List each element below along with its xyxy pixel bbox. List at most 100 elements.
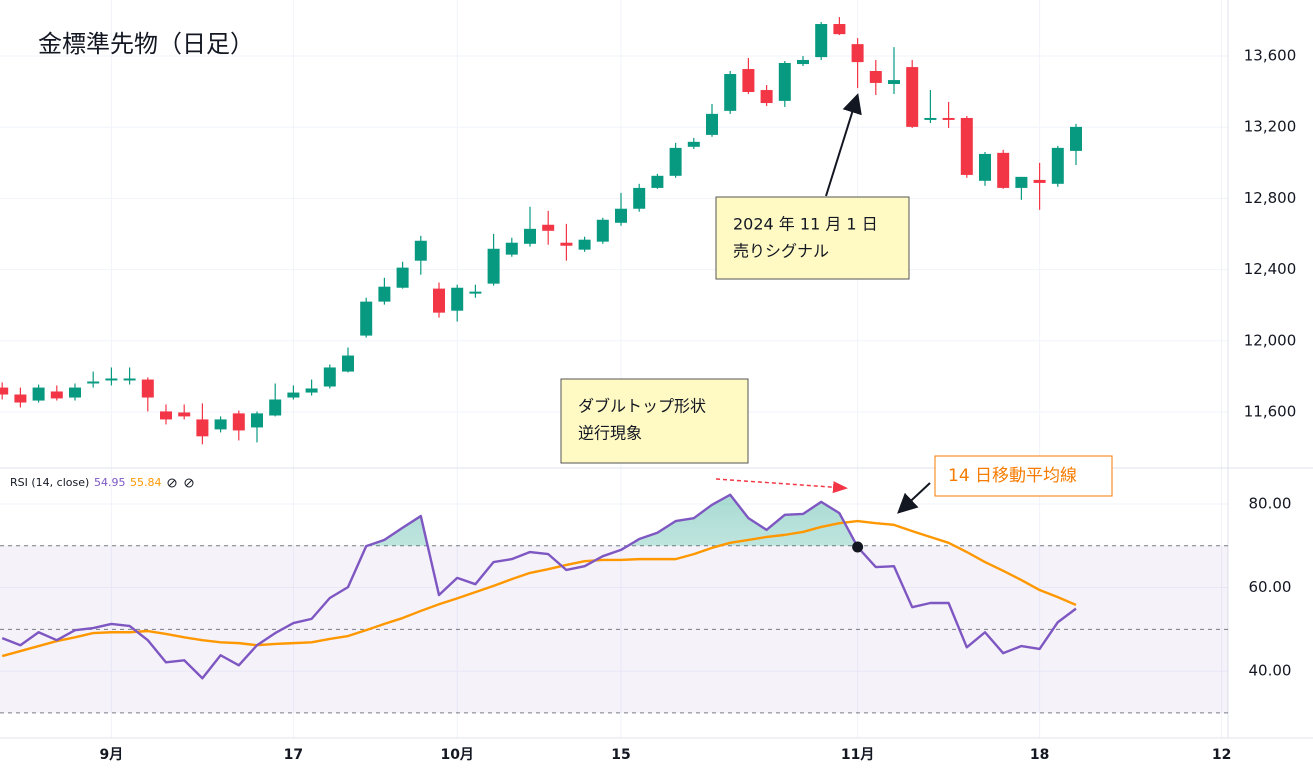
- candle-body: [997, 152, 1010, 188]
- candle-body: [505, 242, 518, 255]
- arrow: [897, 482, 931, 514]
- candle-body: [123, 378, 136, 381]
- candle-body: [1070, 126, 1082, 151]
- note-text: 14 日移動平均線: [948, 466, 1077, 486]
- candle-body: [542, 224, 555, 231]
- plot-layer: 9月 17 10月 15 11月 18 12 11,600 12,000 12,400 12,800…: [0, 0, 1313, 763]
- candle-body: [451, 287, 464, 311]
- x-tick-label: 10月: [440, 747, 473, 763]
- candle-body: [0, 387, 9, 395]
- candle-body: [342, 355, 354, 372]
- legend-title: RSI (14, close): [10, 476, 89, 489]
- chart-title: 金標準先物（日足）: [38, 30, 254, 58]
- candle-body: [196, 419, 209, 437]
- candle-body: [487, 248, 500, 284]
- note-box: [715, 196, 910, 280]
- candle-body: [906, 67, 919, 127]
- overbought-fill: [2, 494, 1076, 546]
- candle-body: [396, 267, 409, 288]
- candle-body: [596, 219, 609, 242]
- candle-body: [323, 367, 336, 387]
- candle-body: [414, 240, 427, 261]
- candle-body: [469, 291, 482, 294]
- candle-body: [378, 286, 391, 302]
- candle-body: [32, 387, 45, 401]
- candle-body: [578, 239, 591, 250]
- candle-body: [760, 90, 773, 104]
- note-text: 逆行現象: [578, 424, 642, 443]
- legend: RSI (14, close) 54.95 55.84: [10, 476, 194, 489]
- candle-body: [1051, 147, 1064, 184]
- candle-body: [851, 44, 864, 63]
- candle-body: [687, 141, 700, 147]
- y-tick-label: 60.00: [1249, 578, 1292, 596]
- candle-body: [979, 153, 991, 181]
- annotation-sell-signal: 2024 年 11 月 1 日 売りシグナル: [715, 93, 910, 280]
- arrow: [715, 478, 848, 494]
- candle-body: [50, 391, 63, 399]
- candle-body: [287, 392, 300, 398]
- candle-body: [87, 381, 100, 384]
- candle-body: [141, 379, 154, 398]
- candle-body: [888, 80, 900, 84]
- candle-body: [214, 419, 227, 430]
- candle-body: [815, 24, 828, 58]
- candle-body: [178, 412, 191, 417]
- y-tick-label: 12,400: [1244, 260, 1297, 278]
- arrow: [825, 93, 862, 197]
- candle-body: [560, 242, 573, 246]
- y-tick-label: 40.00: [1249, 662, 1292, 680]
- candle-body: [778, 62, 791, 101]
- x-tick-label: 12: [1212, 747, 1231, 763]
- candle-body: [960, 117, 973, 175]
- candle-body: [742, 69, 755, 92]
- note-text: ダブルトップ形状: [578, 397, 706, 416]
- candle-body: [160, 411, 172, 420]
- candle-body: [651, 175, 664, 188]
- legend-value: 55.84: [130, 476, 162, 489]
- note-box: [934, 455, 1113, 497]
- series-line: [1, 519, 1077, 658]
- band-fill: [0, 545, 1228, 713]
- y-tick-label: 80.00: [1249, 494, 1292, 512]
- candle-body: [1033, 179, 1046, 183]
- legend-icons: [167, 478, 194, 488]
- candle-body: [1015, 176, 1028, 188]
- candle-body: [924, 117, 937, 120]
- candle-body: [615, 208, 627, 223]
- x-tick-label: 15: [611, 747, 630, 763]
- candle-body: [833, 24, 846, 35]
- annotation-ma: 14 日移動平均線: [715, 455, 1113, 514]
- candle-body: [232, 413, 245, 431]
- note-box: [560, 378, 749, 464]
- candle-body: [305, 388, 318, 393]
- legend-value: 54.95: [94, 476, 126, 489]
- candle-body: [724, 74, 737, 111]
- candle-body: [669, 147, 682, 176]
- candle-body: [942, 117, 955, 120]
- candle-body: [706, 113, 718, 135]
- candle-body: [633, 187, 646, 209]
- series-line: [1, 493, 1077, 680]
- candle-body: [269, 399, 282, 416]
- y-tick-label: 12,000: [1244, 331, 1297, 349]
- x-tick-label: 11月: [841, 747, 874, 763]
- y-tick-label: 12,800: [1244, 189, 1297, 207]
- candle-body: [797, 59, 809, 65]
- note-text: 2024 年 11 月 1 日: [733, 215, 878, 234]
- candle-body: [433, 288, 445, 313]
- candle-body: [69, 387, 81, 398]
- candle-body: [360, 301, 373, 336]
- candle-body: [869, 71, 882, 83]
- x-tick-label: 9月: [100, 747, 124, 763]
- x-tick-label: 17: [284, 747, 303, 763]
- signal-dot: [852, 541, 864, 553]
- x-tick-label: 18: [1030, 747, 1049, 763]
- y-tick-label: 13,600: [1244, 47, 1297, 65]
- candle-body: [524, 228, 536, 244]
- y-tick-label: 13,200: [1244, 118, 1297, 136]
- candle-body: [251, 413, 263, 428]
- candle-body: [14, 394, 27, 403]
